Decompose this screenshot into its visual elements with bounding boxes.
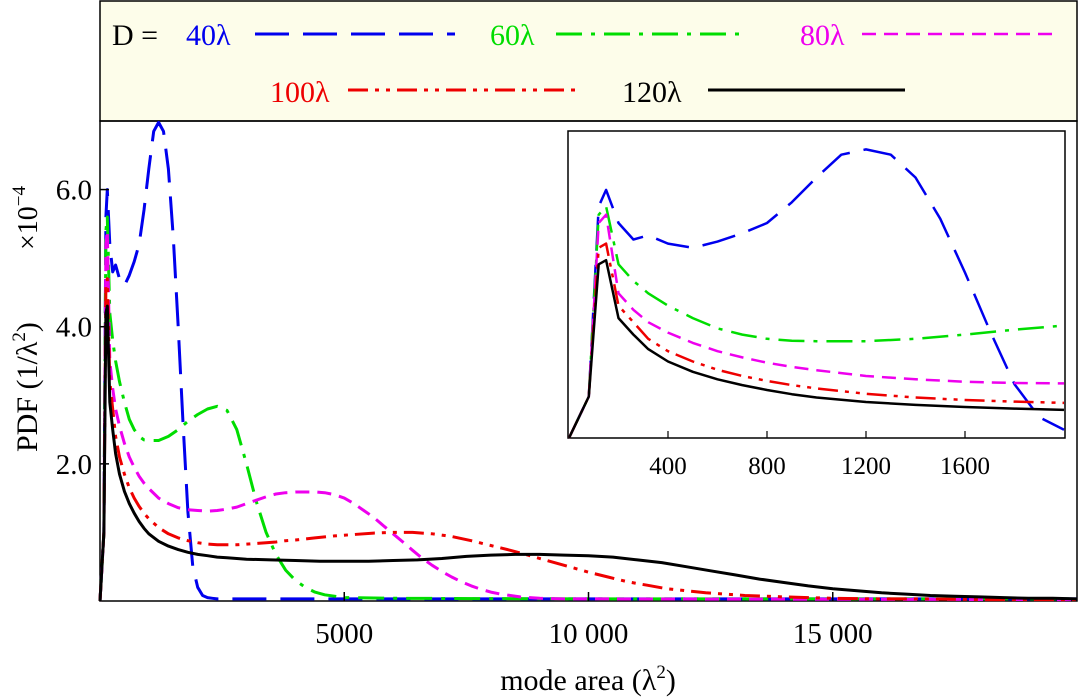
inset-series-line-120lambda bbox=[567, 258, 1065, 439]
y-tick-label-4: 4.0 bbox=[56, 312, 92, 344]
y-label-close: ) bbox=[11, 322, 44, 332]
y-tick-label-2: 2.0 bbox=[56, 449, 92, 481]
inset-x-tick-label-1200: 1200 bbox=[841, 453, 891, 480]
legend: D = 40λ 60λ 80λ 100λ 120λ bbox=[99, 0, 1078, 122]
x-label-close: ) bbox=[666, 664, 676, 697]
legend-label-100: 100λ bbox=[270, 76, 330, 109]
legend-background bbox=[99, 0, 1078, 122]
series-line-60lambda bbox=[98, 215, 1077, 602]
inset-curves bbox=[567, 148, 1065, 439]
legend-prefix: D = bbox=[112, 19, 158, 52]
svg-text:PDF (1/λ2): PDF (1/λ2) bbox=[9, 322, 44, 452]
inset-x-tick-label-1600: 1600 bbox=[940, 453, 990, 480]
x-label-text: mode area (λ bbox=[500, 664, 657, 697]
y-scale-base: ×10 bbox=[13, 206, 44, 250]
inset-frame bbox=[567, 130, 1066, 439]
legend-label-40: 40λ bbox=[186, 19, 231, 52]
x-tick-label-10000: 10 000 bbox=[549, 618, 629, 650]
x-axis-label: mode area (λ2) bbox=[500, 662, 676, 697]
svg-text:×10−4: ×10−4 bbox=[9, 185, 44, 250]
y-scale-label: ×10−4 bbox=[9, 185, 44, 250]
x-label-power: 2 bbox=[656, 662, 666, 683]
inset-series-line-80lambda bbox=[567, 213, 1065, 439]
inset-axes: 400 800 1200 1600 bbox=[649, 431, 990, 480]
y-axis-label: PDF (1/λ2) bbox=[9, 322, 44, 452]
y-label-text: PDF (1/λ bbox=[11, 341, 44, 452]
series-line-120lambda bbox=[98, 304, 1078, 602]
main-axes: 5000 10 000 15 000 2.0 4.0 6.0 bbox=[56, 175, 873, 650]
y-scale-exponent: −4 bbox=[9, 185, 30, 206]
x-tick-label-5000: 5000 bbox=[315, 618, 373, 650]
inset-series-line-100lambda bbox=[567, 242, 1065, 439]
y-label-power: 2 bbox=[9, 332, 30, 342]
legend-label-80: 80λ bbox=[800, 19, 845, 52]
series-line-80lambda bbox=[98, 229, 1078, 602]
main-curves bbox=[98, 120, 1078, 602]
inset-x-tick-label-400: 400 bbox=[649, 453, 687, 480]
inset-x-tick-label-800: 800 bbox=[748, 453, 786, 480]
series-line-100lambda bbox=[98, 277, 1077, 602]
x-tick-label-15000: 15 000 bbox=[793, 618, 873, 650]
y-tick-label-6: 6.0 bbox=[56, 175, 92, 207]
legend-label-60: 60λ bbox=[490, 19, 535, 52]
legend-label-120: 120λ bbox=[622, 76, 682, 109]
series-line-40lambda bbox=[98, 120, 1077, 602]
